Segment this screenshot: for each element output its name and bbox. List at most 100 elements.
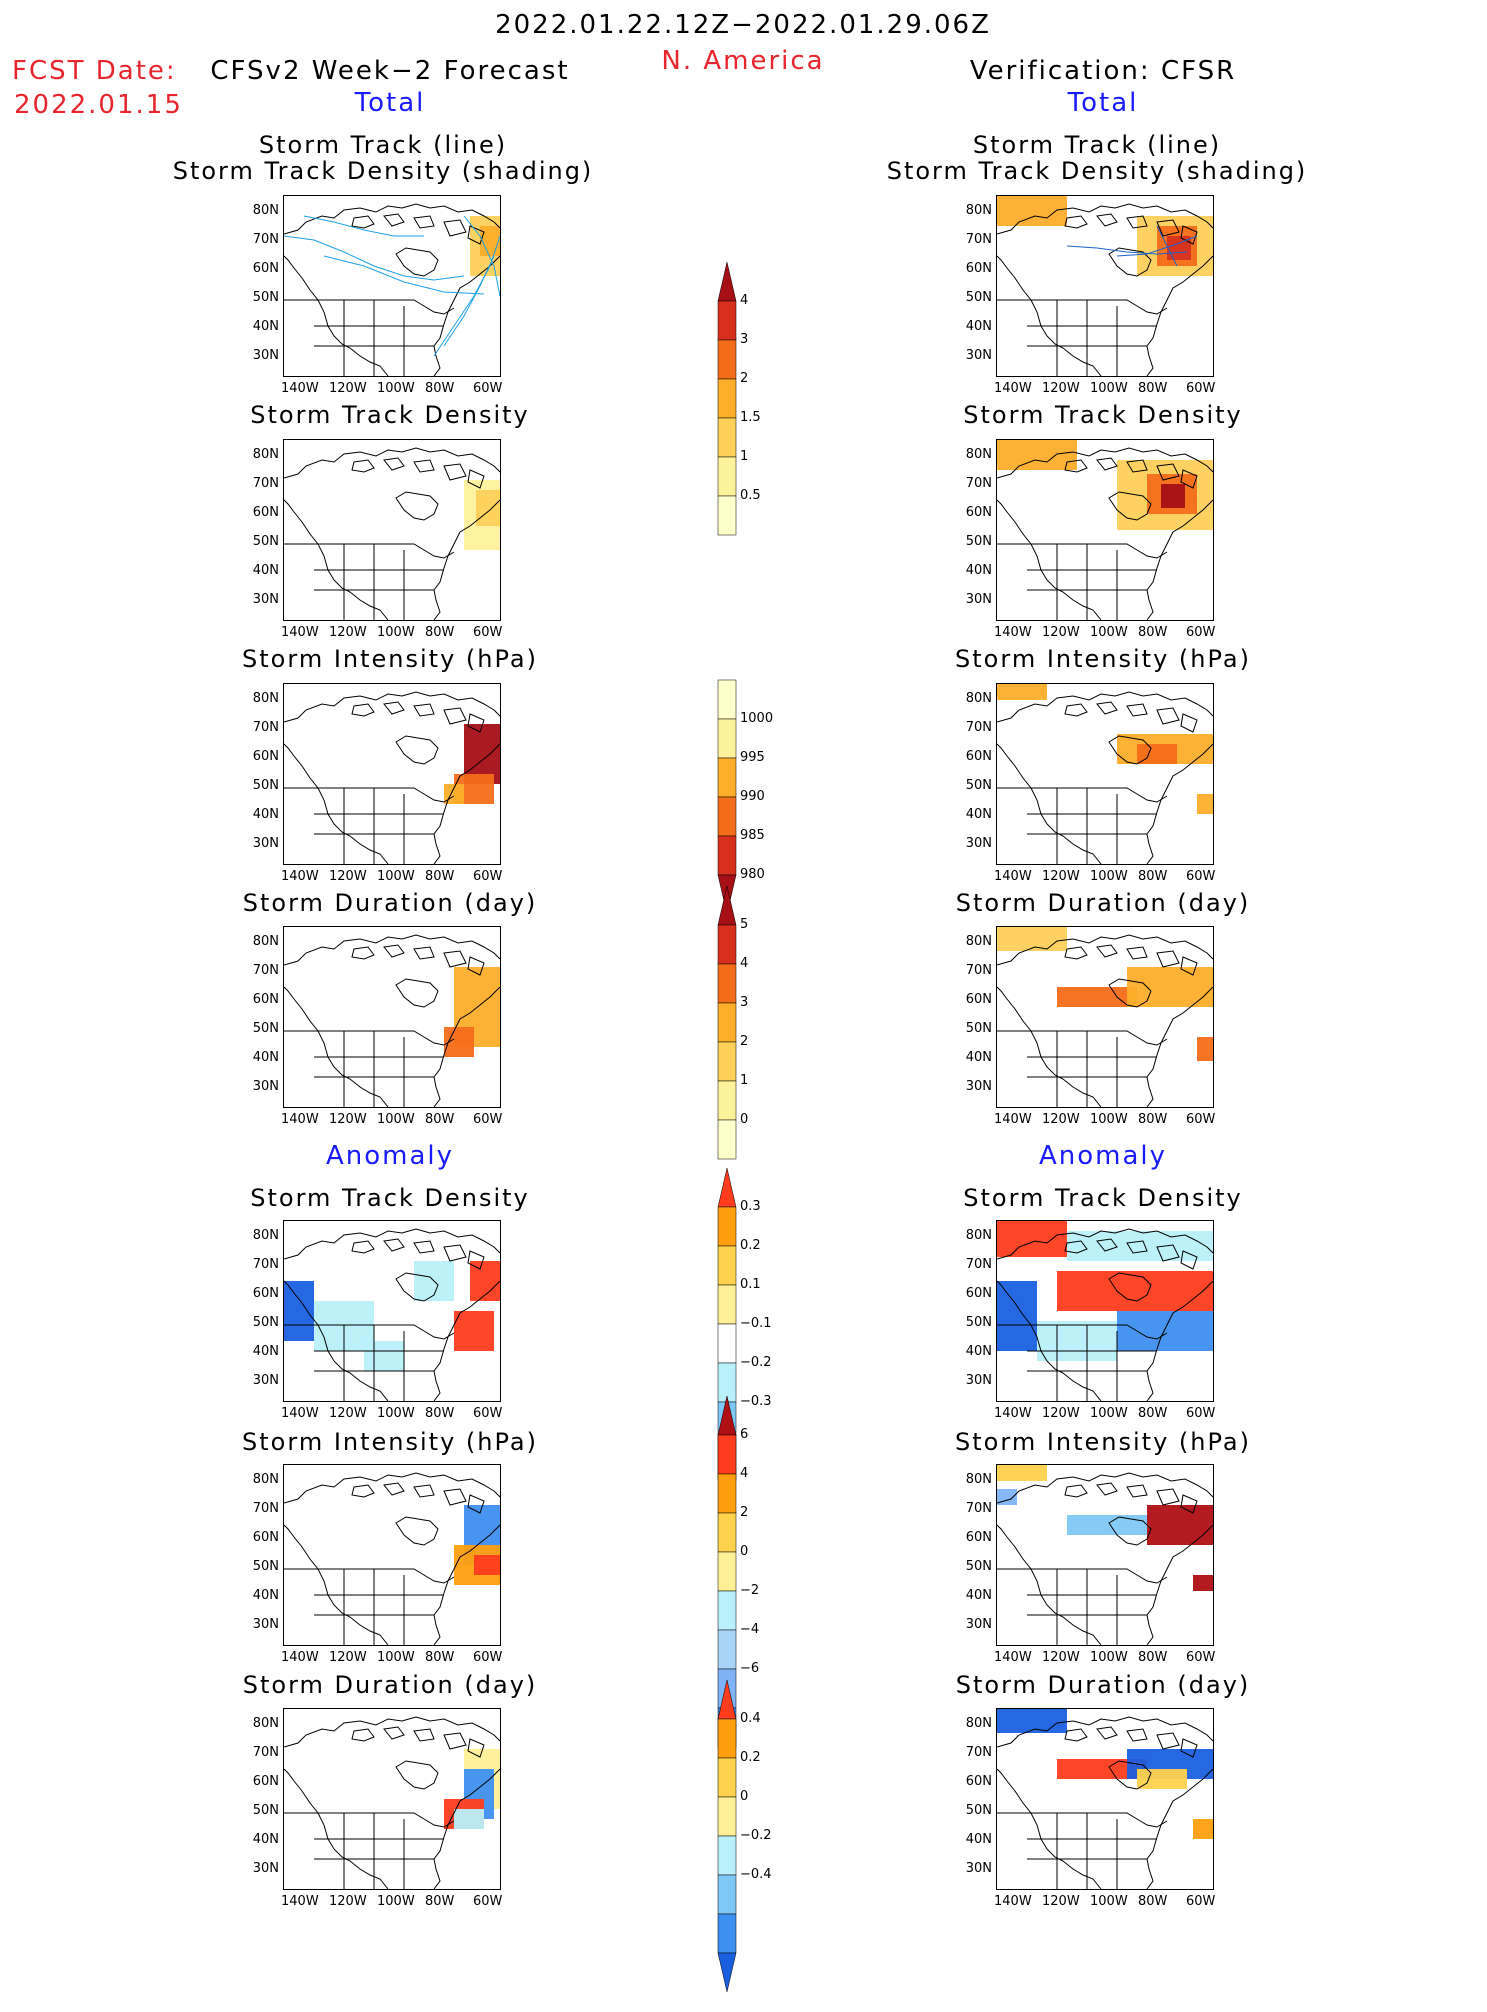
lat-label: 40N xyxy=(965,1832,992,1847)
lat-label: 50N xyxy=(965,290,992,305)
colorbar-tick-label: −0.1 xyxy=(740,1316,772,1331)
lon-label: 60W xyxy=(473,625,503,640)
lon-label: 60W xyxy=(473,1650,503,1665)
hudson-bay-outline xyxy=(1108,247,1152,277)
arctic-island-outline xyxy=(1096,457,1118,471)
lon-label: 120W xyxy=(329,1650,367,1665)
lat-label: 50N xyxy=(252,1559,279,1574)
colorbar-segment xyxy=(717,456,737,497)
lon-label: 120W xyxy=(1042,1112,1080,1127)
colorbar-density_total xyxy=(717,261,737,536)
lat-label: 80N xyxy=(965,203,992,218)
hudson-bay-outline xyxy=(1108,1272,1152,1302)
arctic-island-outline xyxy=(1180,1494,1198,1514)
lat-label: 60N xyxy=(965,1774,992,1789)
colorbar-tick-label: 0 xyxy=(740,1789,749,1804)
lat-label: 30N xyxy=(965,1861,992,1876)
shading-cell xyxy=(454,1809,484,1829)
lat-label: 70N xyxy=(252,1257,279,1272)
arctic-island-outline xyxy=(413,215,435,229)
hudson-bay-outline xyxy=(1108,978,1152,1008)
lat-label: 60N xyxy=(965,992,992,1007)
arctic-island-outline xyxy=(1126,215,1148,229)
lat-label: 30N xyxy=(965,348,992,363)
lat-label: 50N xyxy=(252,1021,279,1036)
colorbar-segment xyxy=(717,963,737,1004)
shading-cell xyxy=(997,927,1067,951)
lat-label: 40N xyxy=(965,807,992,822)
period-title: 2022.01.22.12Z−2022.01.29.06Z xyxy=(495,10,991,40)
storm-track-line xyxy=(1156,225,1178,267)
lat-label: 40N xyxy=(252,1832,279,1847)
right-intensity-title: Storm Intensity (hPa) xyxy=(955,645,1251,673)
shading-cell xyxy=(470,1261,500,1301)
lon-label: 140W xyxy=(994,1406,1032,1421)
colorbar-segment xyxy=(717,679,737,720)
map-canvas xyxy=(997,927,1213,1107)
shading-cell xyxy=(1127,967,1213,1007)
map-canvas xyxy=(997,1709,1213,1889)
lat-label: 60N xyxy=(252,1286,279,1301)
coastline xyxy=(997,691,1213,864)
arctic-island-outline xyxy=(1096,1726,1118,1740)
lon-label: 140W xyxy=(994,381,1032,396)
arctic-island-outline xyxy=(1126,946,1148,960)
lon-label: 100W xyxy=(1090,1112,1128,1127)
lat-label: 70N xyxy=(965,1501,992,1516)
lat-label: 40N xyxy=(252,319,279,334)
fcst-date-label: FCST Date: xyxy=(12,56,177,86)
lat-label: 30N xyxy=(252,1861,279,1876)
lat-label: 50N xyxy=(965,778,992,793)
right-anom-density-title: Storm Track Density xyxy=(963,1184,1243,1212)
lon-label: 80W xyxy=(425,1112,455,1127)
lon-label: 80W xyxy=(1138,1112,1168,1127)
lat-label: 80N xyxy=(965,1716,992,1731)
lon-label: 60W xyxy=(473,1894,503,1909)
coastline xyxy=(997,1472,1213,1645)
arctic-island-outline xyxy=(351,1484,375,1498)
left-anom-duration-title: Storm Duration (day) xyxy=(242,1671,538,1699)
lat-label: 30N xyxy=(252,1617,279,1632)
map-canvas xyxy=(284,203,500,376)
lat-label: 60N xyxy=(965,261,992,276)
coastline xyxy=(997,934,1213,1107)
colorbar-duration_total xyxy=(717,885,737,1160)
left-density-title: Storm Track Density xyxy=(250,401,530,429)
shading-cell xyxy=(364,1341,404,1371)
lon-label: 100W xyxy=(377,1650,415,1665)
shading-cell xyxy=(997,1221,1067,1257)
arctic-island-outline xyxy=(1064,1240,1088,1254)
state-borders xyxy=(284,1030,455,1107)
colorbar-tick-label: −6 xyxy=(740,1661,760,1676)
lat-label: 70N xyxy=(252,963,279,978)
shading-cell xyxy=(1147,1505,1213,1545)
colorbar-tick-label: 5 xyxy=(740,917,749,932)
hudson-bay-outline xyxy=(395,978,439,1008)
arctic-island-outline xyxy=(467,956,485,976)
colorbar-tick-label: 0.3 xyxy=(740,1199,761,1214)
arctic-island-outline xyxy=(1156,707,1180,725)
colorbar-tick-label: 1 xyxy=(740,449,749,464)
arctic-island-outline xyxy=(1096,1482,1118,1496)
arctic-island-outline xyxy=(383,944,405,958)
lat-label: 80N xyxy=(252,691,279,706)
lon-label: 60W xyxy=(473,1112,503,1127)
hudson-bay-outline xyxy=(395,1516,439,1546)
right-density-title: Storm Track Density xyxy=(963,401,1243,429)
state-borders xyxy=(997,299,1168,376)
colorbar-segment xyxy=(717,1002,737,1043)
lon-label: 140W xyxy=(994,1650,1032,1665)
lon-label: 80W xyxy=(1138,869,1168,884)
lat-label: 30N xyxy=(965,592,992,607)
lon-label: 100W xyxy=(1090,1894,1128,1909)
colorbar-segment xyxy=(717,1551,737,1592)
colorbar-segment xyxy=(717,1041,737,1082)
colorbar-tick-label: 0.2 xyxy=(740,1750,761,1765)
lon-label: 60W xyxy=(1186,381,1216,396)
lon-label: 120W xyxy=(1042,625,1080,640)
right-anomaly-label: Anomaly xyxy=(1038,1141,1168,1171)
lat-label: 30N xyxy=(965,1373,992,1388)
lat-label: 80N xyxy=(252,934,279,949)
lon-label: 60W xyxy=(1186,1894,1216,1909)
colorbar-tick-label: 6 xyxy=(740,1427,749,1442)
